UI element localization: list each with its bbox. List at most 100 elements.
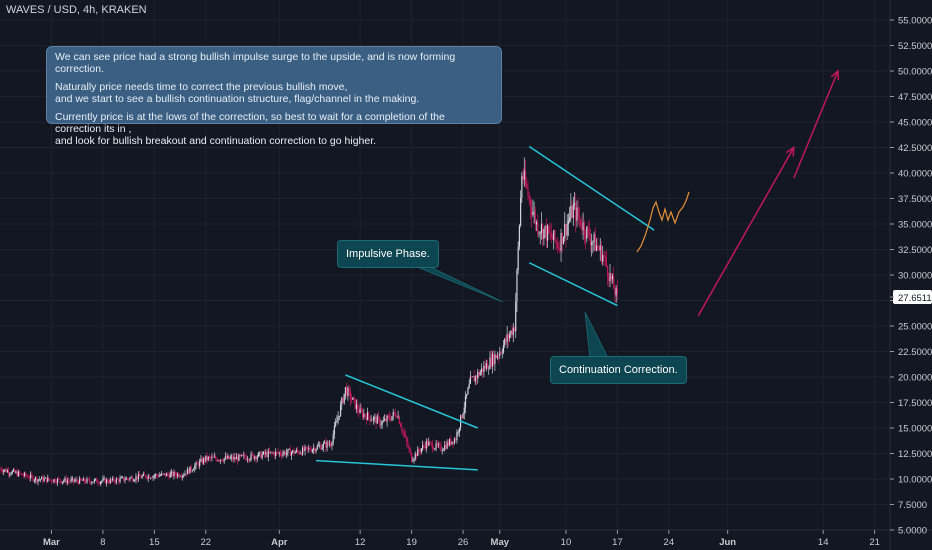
candle-body bbox=[592, 241, 594, 243]
candle-body bbox=[341, 398, 343, 405]
candle-body bbox=[224, 456, 226, 459]
drawings bbox=[316, 69, 840, 471]
candle-body bbox=[30, 474, 32, 479]
trendline-flag-1-bottom bbox=[316, 459, 478, 471]
candle-body bbox=[303, 447, 305, 451]
candle-body bbox=[174, 472, 176, 475]
candle-body bbox=[104, 478, 106, 484]
candle-body bbox=[429, 442, 431, 443]
candle-body bbox=[586, 226, 588, 239]
candle-body bbox=[172, 471, 174, 477]
candle-body bbox=[471, 376, 473, 378]
candle-body bbox=[265, 452, 267, 455]
candle-body bbox=[249, 459, 251, 461]
projection-arrow-line bbox=[697, 147, 795, 317]
candle-body bbox=[140, 476, 142, 478]
candle-body bbox=[565, 224, 567, 236]
candle-body bbox=[0, 468, 2, 471]
candle-body bbox=[523, 170, 525, 180]
candle-body bbox=[490, 357, 492, 367]
y-tick-label: 30.0000 bbox=[898, 271, 932, 282]
candle-body bbox=[164, 473, 166, 477]
candle-body bbox=[256, 456, 258, 460]
candle-body bbox=[453, 438, 456, 444]
candle-body bbox=[390, 419, 392, 421]
candle-body bbox=[349, 390, 351, 400]
candle-body bbox=[558, 247, 560, 249]
candle-body bbox=[157, 475, 159, 477]
candle-body bbox=[103, 478, 105, 480]
candle-body bbox=[238, 454, 240, 462]
candle-body bbox=[477, 372, 479, 379]
candle-body bbox=[143, 473, 146, 476]
candle-body bbox=[357, 404, 359, 411]
candle-body bbox=[321, 447, 323, 450]
candle-body bbox=[305, 446, 307, 448]
candle-body bbox=[509, 334, 511, 339]
candle-body bbox=[11, 471, 13, 474]
candle-body bbox=[314, 447, 316, 452]
candle-body bbox=[462, 413, 464, 418]
candle-body bbox=[570, 205, 572, 218]
candle-body bbox=[336, 420, 338, 423]
candle-body bbox=[243, 455, 245, 456]
candle-body bbox=[250, 453, 252, 460]
candle-body bbox=[483, 365, 485, 373]
candle-body bbox=[153, 475, 155, 477]
candle-body bbox=[370, 420, 372, 421]
candle-body bbox=[311, 449, 313, 452]
candle-body bbox=[538, 233, 540, 234]
candle-body bbox=[578, 216, 581, 219]
candle-body bbox=[163, 473, 165, 475]
candle-body bbox=[199, 461, 201, 467]
candle-body bbox=[430, 442, 432, 444]
candle-body bbox=[279, 452, 282, 455]
candle-body bbox=[184, 473, 186, 476]
candle-body bbox=[310, 450, 312, 452]
candle-body bbox=[14, 469, 16, 473]
candle-body bbox=[479, 372, 481, 376]
candle-body bbox=[120, 477, 122, 479]
candle-body bbox=[602, 254, 604, 262]
time-axis[interactable]: Mar 8 15 22 Apr 12 19 26 May 10 17 24 Jun 14 21 bbox=[43, 530, 880, 548]
candle-body bbox=[52, 481, 54, 483]
y-tick-label: 50.0000 bbox=[898, 67, 932, 78]
candle-body bbox=[44, 477, 46, 479]
candle-body bbox=[77, 481, 79, 484]
candle-body bbox=[374, 416, 376, 418]
candle-body bbox=[409, 449, 411, 453]
candle-body bbox=[25, 472, 27, 476]
symbol-title[interactable]: WAVES / USD, 4h, KRAKEN bbox=[6, 4, 147, 16]
candle-body bbox=[446, 442, 448, 449]
candle-body bbox=[159, 475, 162, 477]
candle-body bbox=[320, 445, 322, 450]
candle-body bbox=[441, 450, 443, 452]
candle-body bbox=[179, 476, 181, 478]
candle-body bbox=[23, 472, 26, 476]
candle-body bbox=[156, 474, 158, 476]
candle-body bbox=[418, 449, 420, 452]
y-tick-label: 32.5000 bbox=[898, 245, 932, 256]
candle-body bbox=[346, 387, 348, 397]
candle-body bbox=[284, 451, 287, 455]
x-tick-label: 22 bbox=[201, 537, 212, 548]
candle-body bbox=[559, 247, 561, 251]
candle-body bbox=[272, 452, 274, 454]
candle-body bbox=[325, 442, 327, 448]
price-axis[interactable]: 55.0000 52.5000 50.0000 47.5000 45.0000 42.50… bbox=[890, 16, 932, 537]
candle-body bbox=[494, 354, 496, 365]
projection-arrowhead bbox=[830, 69, 840, 81]
candle-body bbox=[262, 451, 264, 455]
candle-body bbox=[206, 455, 208, 460]
candle-body bbox=[531, 207, 533, 216]
candle-body bbox=[309, 448, 311, 451]
candle-body bbox=[613, 275, 615, 290]
candle-body bbox=[424, 446, 426, 449]
candle-body bbox=[442, 449, 445, 451]
candle-body bbox=[382, 420, 385, 422]
candle-body bbox=[436, 443, 438, 446]
candle-body bbox=[504, 338, 506, 346]
candle-body bbox=[268, 450, 271, 453]
candle-body bbox=[10, 473, 12, 475]
candle-body bbox=[27, 476, 29, 479]
